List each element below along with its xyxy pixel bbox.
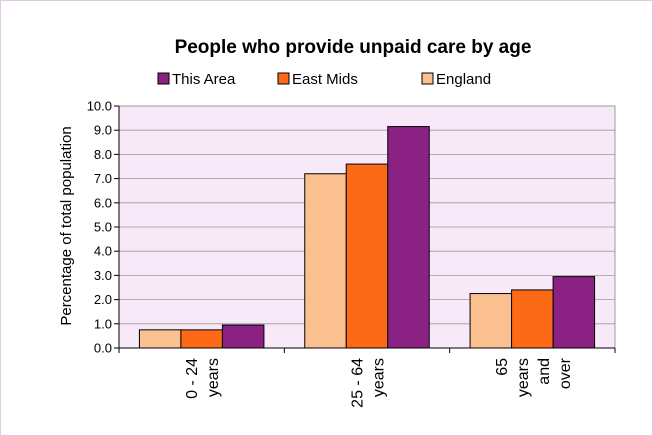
y-tick-labels: 0.0 1.0 2.0 3.0 4.0 5.0 6.0 7.0 8.0 9.0 10.0 [87,99,112,356]
y-tick-label: 3.0 [94,268,112,283]
x-category-label: years [205,358,222,397]
bar-east-mids [180,329,223,349]
bar-this-area [552,276,596,349]
y-tick-label: 0.0 [94,341,112,356]
bar-england [304,173,347,349]
y-tick-label: 8.0 [94,147,112,162]
y-tick-label: 5.0 [94,220,112,235]
bar-england [469,293,513,349]
legend-swatch [157,72,170,85]
bar-east-mids [511,289,554,349]
bar-east-mids [345,163,389,349]
y-tick-label: 6.0 [94,195,112,210]
x-category-label: years [515,358,532,397]
x-category-labels: 0 - 24 years 25 - 64 years 65 years and over [184,357,574,407]
legend-swatch [421,72,434,85]
bar-this-area [387,126,430,349]
axes [114,105,616,353]
bars [138,126,596,349]
x-category-label: 25 - 64 [350,358,367,408]
y-tick-label: 2.0 [94,292,112,307]
legend-label: East Mids [292,71,358,88]
y-axis-label: Percentage of total population [58,126,75,325]
y-tick-label: 7.0 [94,171,112,186]
x-category-label: 65 [494,358,511,376]
y-tick-label: 1.0 [94,316,112,331]
y-tick-label: 10.0 [87,99,112,114]
y-tick-label: 9.0 [94,123,112,138]
legend-swatch [277,72,290,85]
legend: This Area East Mids England [157,71,491,88]
y-tick-label: 4.0 [94,244,112,259]
x-category-label: 0 - 24 [184,358,201,399]
bar-this-area [221,324,265,349]
x-category-label: and [536,358,553,385]
bar-england [138,329,182,349]
x-category-label: over [557,357,574,389]
chart-title: People who provide unpaid care by age [175,37,532,58]
legend-label: This Area [172,71,236,88]
legend-label: England [436,71,491,88]
x-category-label: years [371,358,388,397]
